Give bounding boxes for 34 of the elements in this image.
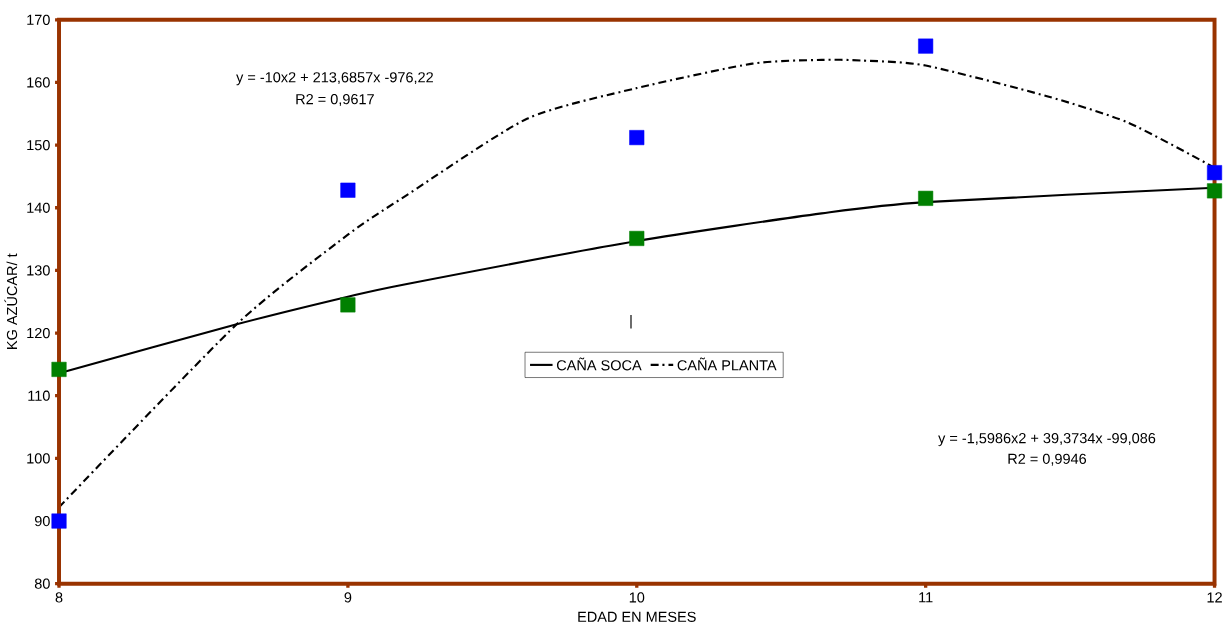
point xyxy=(629,130,645,146)
point xyxy=(1207,165,1223,181)
x-tick-label: 12 xyxy=(1207,592,1222,603)
point xyxy=(629,230,645,246)
x-tick-label: 10 xyxy=(629,592,645,603)
point xyxy=(918,38,934,54)
annotation: y = -1,5986x2 + 39,3734x -99,086 xyxy=(938,432,1156,447)
x-axis-title: EDAD EN MESES xyxy=(578,611,696,622)
annotation: | xyxy=(630,314,632,329)
point xyxy=(340,297,356,313)
y-tick-label: 150 xyxy=(27,139,50,151)
legend-label: CAÑA SOCA xyxy=(556,357,642,371)
x-tick-label: 11 xyxy=(919,592,933,603)
point xyxy=(51,513,67,529)
y-tick-label: 140 xyxy=(27,202,50,213)
y-tick-label: 170 xyxy=(27,14,50,25)
point xyxy=(340,182,356,198)
point xyxy=(1207,183,1223,199)
y-tick-label: 120 xyxy=(27,327,50,339)
annotation: y = -10x2 + 213,6857x -976,22 xyxy=(236,72,433,86)
x-tick-label: 9 xyxy=(344,592,352,603)
y-tick-label: 80 xyxy=(34,578,50,589)
point xyxy=(51,361,67,377)
annotation: R2 = 0,9946 xyxy=(1008,453,1087,466)
x-tick-label: 8 xyxy=(55,592,63,603)
y-tick-label: 110 xyxy=(28,390,50,401)
annotation: R2 = 0,9617 xyxy=(296,93,374,106)
y-tick-label: 130 xyxy=(27,265,50,276)
y-tick-label: 100 xyxy=(27,453,50,464)
y-tick-label: 160 xyxy=(27,77,50,88)
y-tick-label: 90 xyxy=(34,515,50,527)
legend-label: CAÑA PLANTA xyxy=(677,357,777,371)
point xyxy=(918,190,934,206)
y-axis-title: KG AZÚCAR/ t xyxy=(4,253,18,349)
